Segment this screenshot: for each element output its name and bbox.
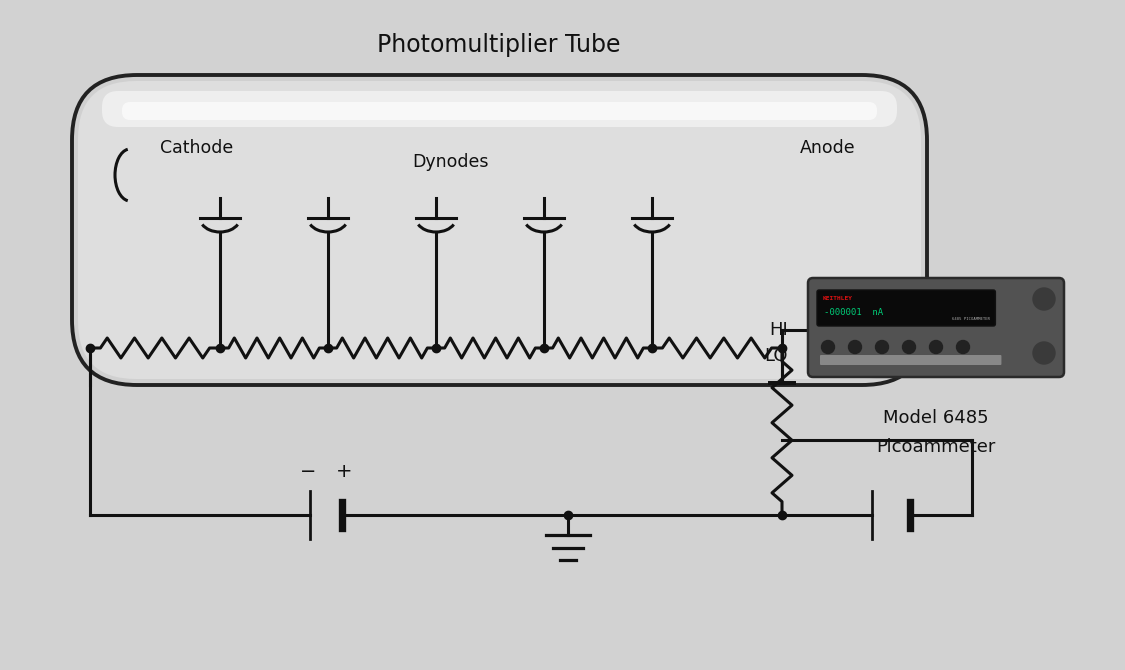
Circle shape [848, 340, 862, 354]
FancyBboxPatch shape [820, 355, 1001, 365]
Text: 6485 PICOAMMETER: 6485 PICOAMMETER [953, 317, 990, 321]
Text: LO: LO [765, 347, 787, 365]
Text: Photomultiplier Tube: Photomultiplier Tube [377, 33, 621, 57]
Text: -000001  nA: -000001 nA [824, 308, 883, 316]
FancyBboxPatch shape [72, 75, 927, 385]
Text: Anode: Anode [800, 139, 855, 157]
Circle shape [956, 340, 970, 354]
Text: HI: HI [770, 321, 788, 339]
FancyBboxPatch shape [122, 102, 878, 120]
Text: Dynodes: Dynodes [412, 153, 488, 171]
FancyBboxPatch shape [808, 278, 1064, 377]
Text: Model 6485: Model 6485 [883, 409, 989, 427]
Text: +: + [335, 462, 352, 481]
Circle shape [1033, 342, 1055, 364]
Circle shape [821, 340, 835, 354]
FancyBboxPatch shape [78, 81, 921, 379]
Text: Cathode: Cathode [160, 139, 233, 157]
Text: −: − [300, 462, 316, 481]
Text: KEITHLEY: KEITHLEY [824, 296, 853, 301]
Circle shape [929, 340, 943, 354]
FancyBboxPatch shape [817, 290, 996, 326]
Circle shape [902, 340, 916, 354]
FancyBboxPatch shape [102, 91, 897, 127]
Text: Picoammeter: Picoammeter [876, 438, 996, 456]
Circle shape [1033, 288, 1055, 310]
Circle shape [875, 340, 889, 354]
